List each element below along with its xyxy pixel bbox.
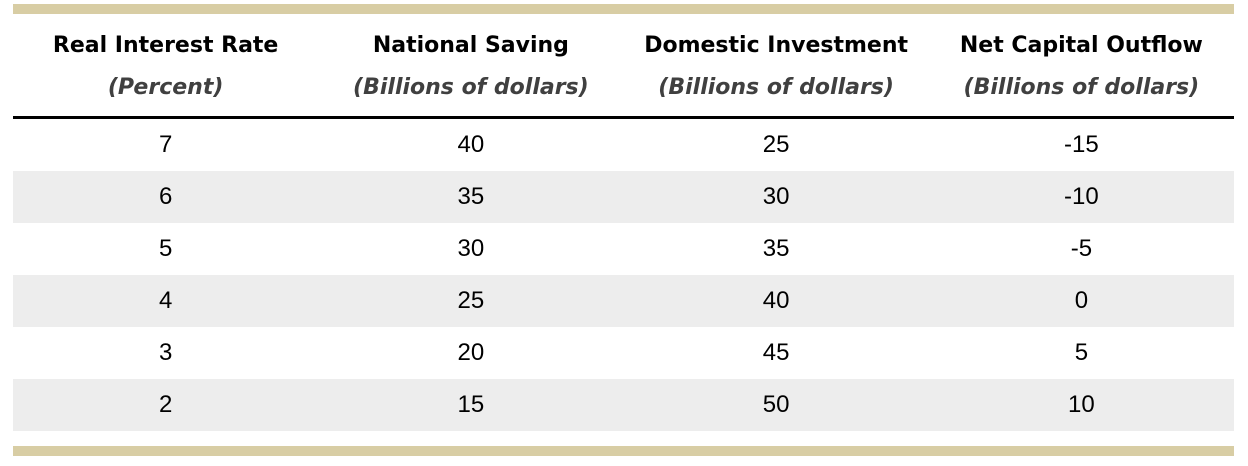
table-body: 7 40 25 -15 6 35 30 -10 5 30 35 -5 4 25 …: [13, 119, 1234, 431]
table-cell-net-capital-outflow: -10: [1064, 183, 1099, 210]
data-table-panel: Real Interest Rate (Percent) National Sa…: [13, 4, 1234, 456]
table-cell-national-saving: 35: [457, 183, 485, 210]
table-cell-national-saving: 20: [457, 339, 485, 366]
column-title: Real Interest Rate: [52, 33, 279, 58]
bottom-accent-bar: [13, 446, 1234, 456]
table-cell-real-interest-rate: 2: [158, 391, 173, 418]
table-cell-real-interest-rate: 3: [158, 339, 173, 366]
top-accent-bar: [13, 4, 1234, 14]
table-header-row: Real Interest Rate (Percent) National Sa…: [13, 14, 1234, 119]
table-cell-domestic-investment: 25: [762, 131, 790, 158]
column-subtitle: (Billions of dollars): [353, 75, 589, 100]
table-cell-net-capital-outflow: 5: [1074, 339, 1089, 366]
table-cell-real-interest-rate: 4: [158, 287, 173, 314]
column-header-domestic-investment: Domestic Investment (Billions of dollars…: [624, 32, 929, 101]
table-cell-domestic-investment: 35: [762, 235, 790, 262]
table-row: 3 20 45 5: [13, 327, 1234, 379]
table-row: 4 25 40 0: [13, 275, 1234, 327]
column-subtitle: (Billions of dollars): [658, 75, 894, 100]
table-cell-national-saving: 15: [457, 391, 485, 418]
table-cell-real-interest-rate: 6: [158, 183, 173, 210]
table-cell-national-saving: 30: [457, 235, 485, 262]
table-row: 5 30 35 -5: [13, 223, 1234, 275]
table-cell-net-capital-outflow: -5: [1070, 235, 1093, 262]
table-cell-net-capital-outflow: 0: [1074, 287, 1089, 314]
table-row: 2 15 50 10: [13, 379, 1234, 431]
column-header-net-capital-outflow: Net Capital Outflow (Billions of dollars…: [929, 32, 1234, 101]
table-cell-domestic-investment: 30: [762, 183, 790, 210]
table-cell-real-interest-rate: 7: [158, 131, 173, 158]
table-cell-national-saving: 25: [457, 287, 485, 314]
table-cell-domestic-investment: 45: [762, 339, 790, 366]
column-title: Domestic Investment: [644, 33, 909, 58]
column-subtitle: (Billions of dollars): [963, 75, 1200, 100]
table-cell-national-saving: 40: [457, 131, 485, 158]
column-title: National Saving: [372, 33, 569, 58]
table-cell-net-capital-outflow: -15: [1064, 131, 1099, 158]
table-cell-domestic-investment: 50: [762, 391, 790, 418]
table-row: 7 40 25 -15: [13, 119, 1234, 171]
table-cell-domestic-investment: 40: [762, 287, 790, 314]
column-header-national-saving: National Saving (Billions of dollars): [318, 32, 623, 101]
table-cell-net-capital-outflow: 10: [1068, 391, 1095, 418]
column-title: Net Capital Outflow: [959, 33, 1203, 58]
table-cell-real-interest-rate: 5: [158, 235, 173, 262]
table-row: 6 35 30 -10: [13, 171, 1234, 223]
bottom-gap: [13, 431, 1234, 446]
column-subtitle: (Percent): [107, 75, 224, 100]
column-header-real-interest-rate: Real Interest Rate (Percent): [13, 32, 318, 101]
